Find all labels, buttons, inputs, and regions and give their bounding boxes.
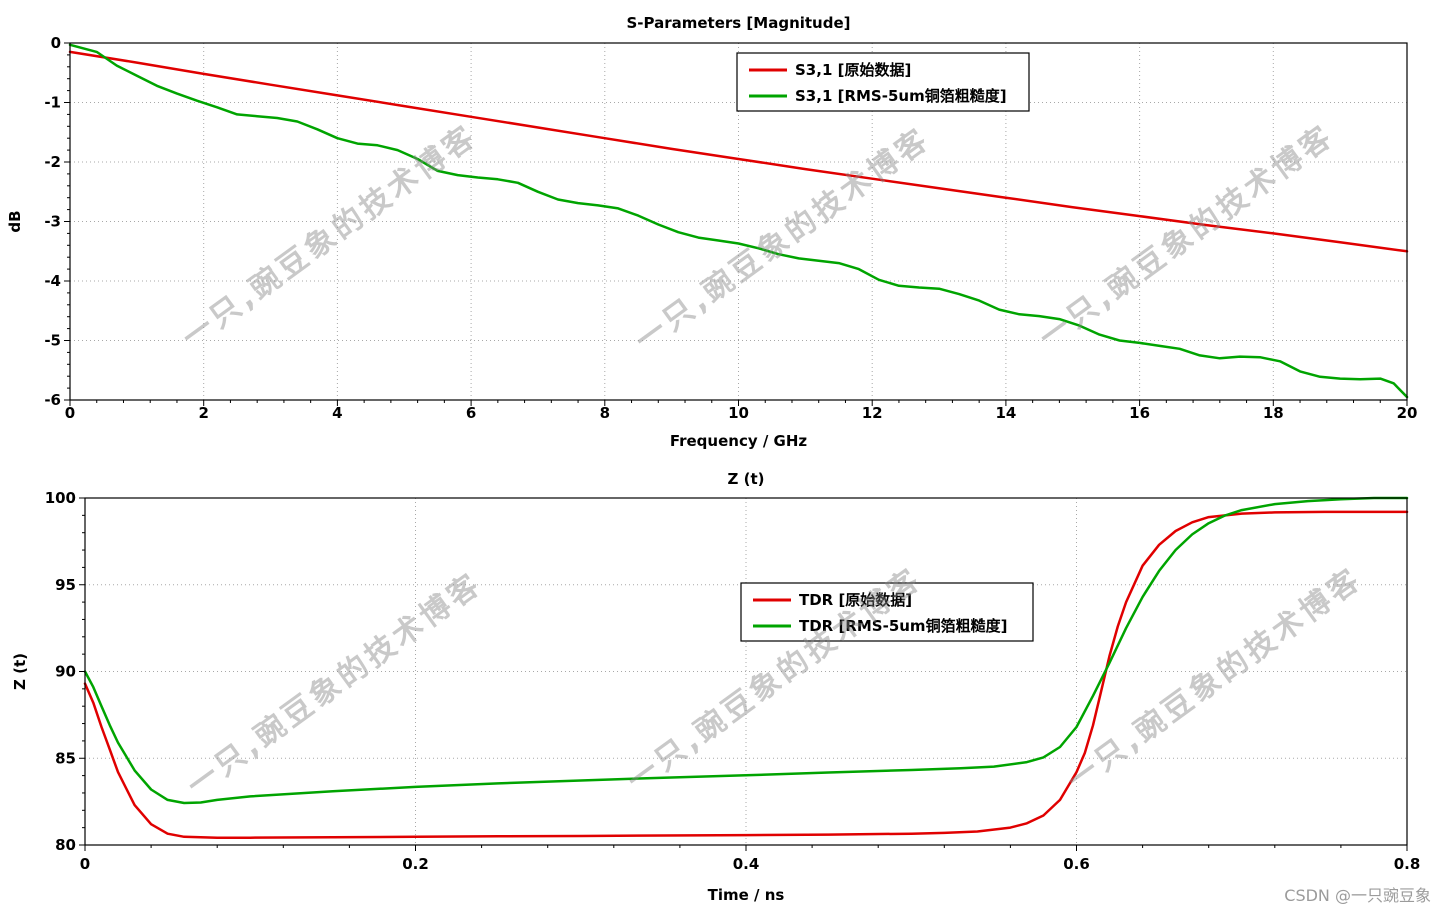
y-tick-label: 100 [45, 489, 76, 507]
legend: TDR [原始数据] TDR [RMS-5um铜箔粗糙度] [740, 582, 1034, 642]
y-tick-label: 90 [55, 663, 76, 681]
x-tick-label: 0.4 [733, 855, 760, 873]
legend-box [740, 582, 1034, 642]
x-tick-label: 0.2 [402, 855, 429, 873]
legend: S3,1 [原始数据] S3,1 [RMS-5um铜箔粗糙度] [736, 52, 1030, 112]
series-s31-roughness [68, 43, 1409, 399]
legend-label-tdr-roughness: TDR [RMS-5um铜箔粗糙度] [799, 617, 1007, 635]
x-tick-label: 14 [995, 404, 1016, 422]
x-tick-label: 0.6 [1063, 855, 1090, 873]
legend-label-s31-roughness: S3,1 [RMS-5um铜箔粗糙度] [795, 87, 1007, 105]
x-axis-label: Frequency / GHz [670, 432, 808, 450]
s-parameters-chart: S-Parameters [Magnitude] 0 2 4 6 8 10 12 14 16 18 2… [0, 0, 1441, 455]
grid-lines [85, 498, 1407, 845]
x-tick-label: 20 [1397, 404, 1418, 422]
y-tick-label: 85 [55, 749, 76, 767]
x-tick-label: 10 [728, 404, 749, 422]
y-axis-label: dB [6, 210, 24, 232]
series-s31-original [68, 50, 1409, 253]
x-tick-label: 6 [466, 404, 476, 422]
x-tick-label: 4 [332, 404, 342, 422]
series-tdr-roughness [83, 496, 1409, 805]
y-tick-label: -1 [44, 94, 61, 112]
y-tick-label: -2 [44, 153, 61, 171]
y-tick-label: 0 [51, 34, 61, 52]
x-tick-label: 2 [198, 404, 208, 422]
x-tick-label: 0.8 [1394, 855, 1421, 873]
series-tdr-original [83, 510, 1409, 839]
x-tick-label: 16 [1129, 404, 1150, 422]
chart2-svg: Z (t) 0 0.2 0.4 0.6 0.8 80 85 90 95 100 Time / ns Z … [11, 470, 1421, 904]
y-tick-label: 80 [55, 836, 76, 854]
y-tick-label: -5 [44, 332, 61, 350]
axis-ticks [79, 497, 1408, 851]
axis-ticks [64, 42, 1408, 406]
chart-title: Z (t) [728, 470, 765, 488]
x-tick-label: 0 [80, 855, 90, 873]
x-tick-label: 8 [600, 404, 610, 422]
y-tick-label: -6 [44, 391, 61, 409]
x-tick-label: 18 [1263, 404, 1284, 422]
chart-title: S-Parameters [Magnitude] [626, 14, 850, 32]
y-tick-label: -4 [44, 272, 61, 290]
legend-label-tdr-original: TDR [原始数据] [799, 591, 912, 609]
legend-label-s31-original: S3,1 [原始数据] [795, 61, 911, 79]
x-axis-label: Time / ns [708, 886, 785, 904]
chart1-svg: S-Parameters [Magnitude] 0 2 4 6 8 10 12 14 16 18 2… [6, 14, 1418, 450]
x-tick-label: 0 [65, 404, 75, 422]
y-tick-label: 95 [55, 576, 76, 594]
tdr-chart: Z (t) 0 0.2 0.4 0.6 0.8 80 85 90 95 100 Time / ns Z … [0, 455, 1441, 910]
legend-box [736, 52, 1030, 112]
y-axis-label: Z (t) [11, 653, 29, 690]
x-tick-label: 12 [862, 404, 883, 422]
y-tick-label: -3 [44, 213, 61, 231]
